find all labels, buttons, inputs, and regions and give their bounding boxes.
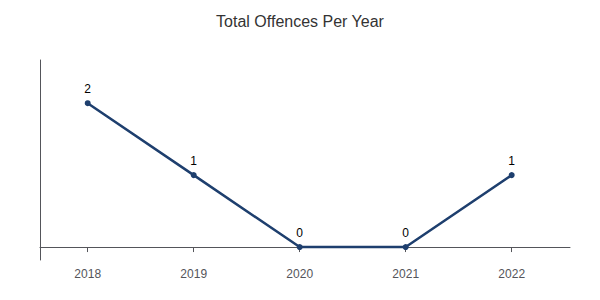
svg-text:2022: 2022 bbox=[498, 267, 525, 281]
svg-text:0: 0 bbox=[402, 226, 409, 240]
svg-text:2019: 2019 bbox=[180, 267, 207, 281]
svg-text:1: 1 bbox=[508, 154, 515, 168]
svg-text:2020: 2020 bbox=[286, 267, 313, 281]
svg-text:2: 2 bbox=[84, 82, 91, 96]
svg-text:0: 0 bbox=[296, 226, 303, 240]
svg-text:2018: 2018 bbox=[74, 267, 101, 281]
svg-text:1: 1 bbox=[190, 154, 197, 168]
svg-text:2021: 2021 bbox=[392, 267, 419, 281]
svg-text:Total Offences Per Year: Total Offences Per Year bbox=[216, 13, 384, 30]
